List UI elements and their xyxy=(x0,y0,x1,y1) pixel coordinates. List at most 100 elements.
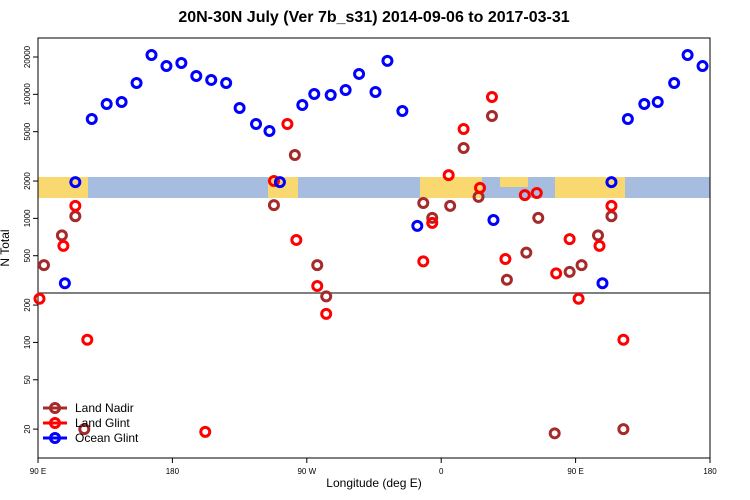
point xyxy=(263,125,276,138)
point xyxy=(457,142,470,155)
legend-label: Land Nadir xyxy=(75,401,134,415)
land-patch xyxy=(420,177,482,198)
x-tick-label: 180 xyxy=(166,467,180,476)
point xyxy=(520,246,533,259)
y-tick-label: 10000 xyxy=(23,83,32,106)
point xyxy=(621,113,634,126)
point xyxy=(324,88,337,101)
point xyxy=(593,239,606,252)
legend-label: Ocean Glint xyxy=(75,431,139,445)
point xyxy=(353,67,366,80)
point xyxy=(100,97,113,110)
point xyxy=(426,216,439,229)
point xyxy=(617,333,630,346)
point xyxy=(55,229,68,242)
point xyxy=(474,181,487,194)
point xyxy=(58,277,71,290)
legend-marker xyxy=(49,402,61,414)
point xyxy=(417,197,430,210)
point xyxy=(532,211,545,224)
y-tick-label: 5000 xyxy=(23,122,32,140)
point xyxy=(696,60,709,73)
point xyxy=(381,54,394,67)
point xyxy=(485,109,498,122)
x-axis-label: Longitude (deg E) xyxy=(326,476,421,490)
point xyxy=(605,210,618,223)
point xyxy=(518,189,531,202)
y-axis-label: N Total xyxy=(0,229,12,266)
point xyxy=(205,73,218,86)
point xyxy=(69,210,82,223)
point xyxy=(130,76,143,89)
y-tick-label: 50 xyxy=(23,375,32,384)
point xyxy=(596,277,609,290)
point xyxy=(220,76,233,89)
point xyxy=(320,290,333,303)
land-patch xyxy=(500,177,528,187)
point xyxy=(681,49,694,62)
point xyxy=(199,425,212,438)
point xyxy=(81,333,94,346)
point xyxy=(281,117,294,130)
point xyxy=(57,239,70,252)
point xyxy=(160,60,173,73)
point xyxy=(145,49,158,62)
y-tick-label: 100 xyxy=(23,335,32,349)
point xyxy=(426,211,439,224)
point xyxy=(575,259,588,272)
point xyxy=(175,56,188,69)
point xyxy=(78,423,91,436)
point xyxy=(605,176,618,189)
point xyxy=(457,123,470,136)
point xyxy=(37,259,50,272)
point xyxy=(311,279,324,292)
y-tick-label: 200 xyxy=(23,298,32,312)
point xyxy=(417,255,430,268)
point xyxy=(190,69,203,82)
point xyxy=(500,273,513,286)
point xyxy=(233,101,246,114)
point xyxy=(273,176,286,189)
point xyxy=(563,265,576,278)
point xyxy=(33,292,46,305)
point xyxy=(320,307,333,320)
x-tick-label: 180 xyxy=(703,467,717,476)
x-tick-label: 90 E xyxy=(567,467,583,476)
point xyxy=(339,83,352,96)
plot-frame xyxy=(37,37,711,459)
point xyxy=(651,96,664,109)
point xyxy=(617,423,630,436)
point xyxy=(605,199,618,212)
point xyxy=(308,88,321,101)
chart-title: 20N-30N July (Ver 7b_s31) 2014-09-06 to … xyxy=(178,9,569,26)
point xyxy=(444,199,457,212)
point xyxy=(499,253,512,266)
point xyxy=(485,91,498,104)
point xyxy=(267,175,280,188)
point xyxy=(487,214,500,227)
point xyxy=(563,233,576,246)
y-tick-label: 1000 xyxy=(23,209,32,227)
point xyxy=(311,259,324,272)
point xyxy=(442,169,455,182)
y-tick-label: 2000 xyxy=(23,172,32,190)
point xyxy=(548,427,561,440)
legend-marker xyxy=(49,417,61,429)
point xyxy=(69,176,82,189)
point xyxy=(115,96,128,109)
point xyxy=(69,199,82,212)
point xyxy=(572,292,585,305)
point xyxy=(290,233,303,246)
y-tick-label: 500 xyxy=(23,248,32,262)
point xyxy=(288,149,301,162)
land-patch xyxy=(38,177,88,198)
point xyxy=(530,187,543,200)
y-tick-label: 20000 xyxy=(23,45,32,68)
x-tick-label: 90 W xyxy=(297,467,316,476)
point xyxy=(267,199,280,212)
point xyxy=(296,99,309,112)
x-tick-label: 90 E xyxy=(30,467,46,476)
point xyxy=(592,229,604,242)
x-tick-label: 0 xyxy=(439,467,444,476)
